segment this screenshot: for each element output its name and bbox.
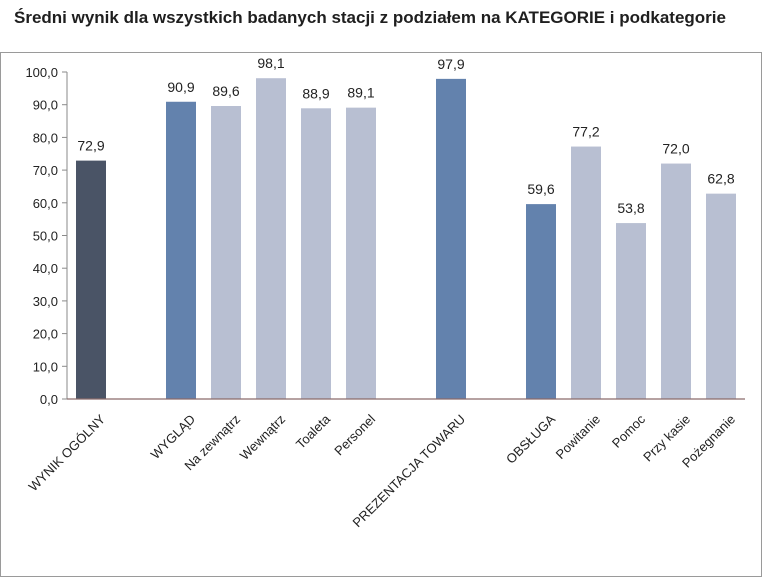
y-tick-label: 90,0: [33, 98, 58, 113]
bar: [571, 146, 601, 399]
y-tick-label: 80,0: [33, 130, 58, 145]
data-label: 59,6: [527, 181, 554, 197]
bars: [76, 78, 736, 400]
x-category-label: OBSŁUGA: [503, 411, 558, 466]
bar: [346, 107, 376, 399]
y-tick-label: 30,0: [33, 294, 58, 309]
x-category-label: Pomoc: [609, 411, 649, 451]
bar: [706, 193, 736, 399]
y-axis: 0,0 10,0 20,0 30,0 40,0 50,0 60,0 70,0 80,0 90,0 1…: [25, 65, 68, 407]
chart-title: Średni wynik dla wszystkich badanych sta…: [14, 8, 726, 27]
y-tick-label: 100,0: [25, 65, 58, 80]
y-tick-label: 10,0: [33, 359, 58, 374]
y-tick-label: 70,0: [33, 163, 58, 178]
data-label: 97,9: [437, 56, 464, 72]
y-tick-label: 0,0: [40, 392, 58, 407]
data-label: 89,1: [347, 85, 374, 101]
bar: [256, 78, 286, 399]
x-category-label: Toaleta: [293, 411, 334, 452]
bar: [661, 163, 691, 399]
y-tick-label: 50,0: [33, 229, 58, 244]
data-label: 88,9: [302, 85, 329, 101]
data-label: 53,8: [617, 200, 644, 216]
bar: [436, 78, 466, 399]
y-tick-label: 60,0: [33, 196, 58, 211]
x-category-label: Personel: [331, 411, 378, 458]
data-label: 98,1: [257, 55, 284, 71]
bar: [616, 223, 646, 399]
data-label: 72,9: [77, 138, 104, 154]
y-tick-label: 20,0: [33, 327, 58, 342]
x-category-label: Wewnątrz: [237, 412, 288, 463]
bar: [211, 106, 241, 400]
data-label: 72,0: [662, 141, 689, 157]
data-label: 77,2: [572, 124, 599, 140]
x-category-label: Powitanie: [553, 412, 603, 462]
x-category-label: WYNIK OGÓLNY: [25, 411, 108, 494]
bar: [166, 101, 196, 399]
bar: [76, 160, 106, 399]
data-label: 89,6: [212, 83, 239, 99]
data-label: 90,9: [167, 79, 194, 95]
bar: [301, 108, 331, 399]
bar: [526, 204, 556, 399]
data-label: 62,8: [707, 171, 734, 187]
y-tick-label: 40,0: [33, 261, 58, 276]
title-bar: Średni wynik dla wszystkich badanych sta…: [0, 0, 762, 52]
value-labels: 72,9 90,9 89,6 98,1 88,9 89,1 97,9 59,6 77,2 53,8…: [77, 55, 734, 216]
